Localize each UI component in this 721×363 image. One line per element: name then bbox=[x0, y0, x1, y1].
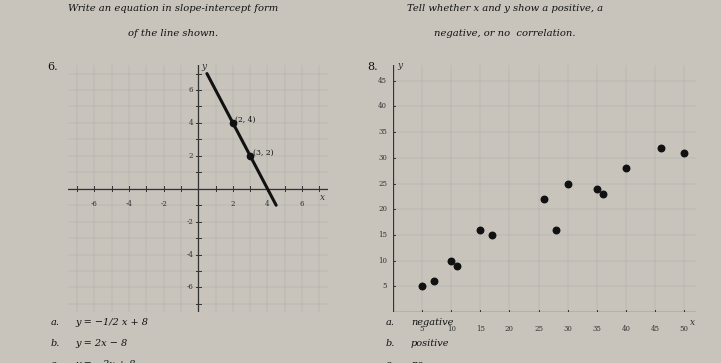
Text: 4: 4 bbox=[265, 200, 270, 208]
Point bbox=[474, 227, 486, 233]
Text: 10: 10 bbox=[378, 257, 387, 265]
Text: -4: -4 bbox=[186, 250, 193, 258]
Text: 6.: 6. bbox=[47, 62, 58, 72]
Text: negative, or no  correlation.: negative, or no correlation. bbox=[434, 29, 575, 38]
Text: 5: 5 bbox=[383, 282, 387, 290]
Text: x: x bbox=[690, 318, 696, 327]
Point bbox=[562, 181, 573, 187]
Point bbox=[550, 227, 562, 233]
Text: a.: a. bbox=[386, 318, 394, 327]
Text: negative: negative bbox=[411, 318, 454, 327]
Text: y = −2x + 8: y = −2x + 8 bbox=[76, 360, 136, 363]
Text: 4: 4 bbox=[189, 119, 193, 127]
Point bbox=[597, 191, 609, 197]
Point bbox=[591, 186, 603, 192]
Text: 8.: 8. bbox=[368, 62, 379, 72]
Point bbox=[655, 145, 667, 151]
Point bbox=[416, 284, 428, 289]
Point bbox=[428, 278, 440, 284]
Point bbox=[486, 232, 497, 238]
Text: a.: a. bbox=[50, 318, 59, 327]
Text: (3, 2): (3, 2) bbox=[253, 149, 273, 157]
Text: y: y bbox=[397, 61, 402, 70]
Text: -6: -6 bbox=[186, 284, 193, 291]
Text: positive: positive bbox=[411, 339, 449, 348]
Text: 50: 50 bbox=[680, 325, 689, 333]
Text: of the line shown.: of the line shown. bbox=[128, 29, 218, 38]
Point bbox=[539, 196, 550, 202]
Text: -2: -2 bbox=[186, 218, 193, 226]
Text: Tell whether x and y show a positive, a: Tell whether x and y show a positive, a bbox=[407, 4, 603, 13]
Text: 35: 35 bbox=[593, 325, 601, 333]
Point bbox=[620, 165, 632, 171]
Text: 6: 6 bbox=[300, 200, 304, 208]
Text: b.: b. bbox=[50, 339, 60, 348]
Text: (2, 4): (2, 4) bbox=[236, 116, 256, 124]
Text: 20: 20 bbox=[378, 205, 387, 213]
Text: -6: -6 bbox=[91, 200, 98, 208]
Text: 45: 45 bbox=[650, 325, 660, 333]
Text: 40: 40 bbox=[622, 325, 630, 333]
Text: -4: -4 bbox=[125, 200, 133, 208]
Text: 6: 6 bbox=[189, 86, 193, 94]
Text: 2: 2 bbox=[231, 200, 235, 208]
Text: 35: 35 bbox=[379, 128, 387, 136]
Text: y = 2x − 8: y = 2x − 8 bbox=[76, 339, 128, 348]
Text: c.: c. bbox=[50, 360, 59, 363]
Text: 20: 20 bbox=[505, 325, 514, 333]
Text: 25: 25 bbox=[378, 180, 387, 188]
Text: b.: b. bbox=[386, 339, 395, 348]
Text: Write an equation in slope-intercept form: Write an equation in slope-intercept for… bbox=[68, 4, 278, 13]
Point bbox=[446, 258, 457, 264]
Text: 30: 30 bbox=[563, 325, 572, 333]
Text: 15: 15 bbox=[378, 231, 387, 239]
Text: x: x bbox=[320, 193, 325, 202]
Point bbox=[678, 150, 690, 156]
Text: 15: 15 bbox=[476, 325, 485, 333]
Text: c.: c. bbox=[386, 360, 394, 363]
Text: 25: 25 bbox=[534, 325, 543, 333]
Point bbox=[451, 263, 463, 269]
Text: 10: 10 bbox=[447, 325, 456, 333]
Text: 30: 30 bbox=[379, 154, 387, 162]
Text: -2: -2 bbox=[160, 200, 167, 208]
Text: y: y bbox=[202, 62, 207, 71]
Text: no: no bbox=[411, 360, 423, 363]
Text: y = −1/2 x + 8: y = −1/2 x + 8 bbox=[76, 318, 149, 327]
Text: 45: 45 bbox=[378, 77, 387, 85]
Text: 40: 40 bbox=[378, 102, 387, 110]
Text: 2: 2 bbox=[189, 152, 193, 160]
Text: 5: 5 bbox=[420, 325, 425, 333]
